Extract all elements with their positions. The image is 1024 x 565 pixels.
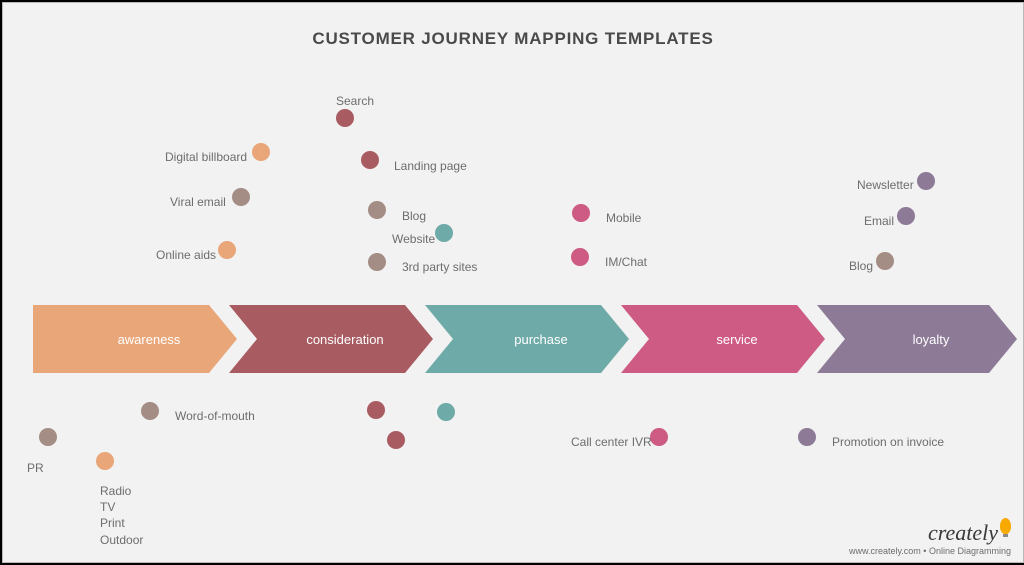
- touchpoint-dot-online-aids: [218, 241, 236, 259]
- touchpoint-label-promotion: Promotion on invoice: [832, 434, 944, 450]
- touchpoint-dot-word-of-mouth-dot: [141, 402, 159, 420]
- journey-arrow-row: awarenessconsiderationpurchaseserviceloy…: [33, 305, 1018, 373]
- creately-logo: creately: [849, 520, 1011, 546]
- touchpoint-label-mobile: Mobile: [606, 210, 641, 226]
- touchpoint-label-radio-label: Radio TV Print Outdoor: [100, 483, 143, 548]
- stage-arrow-loyalty: [817, 305, 1017, 373]
- stage-arrow-purchase: [425, 305, 629, 373]
- stage-arrow-service: [621, 305, 825, 373]
- touchpoint-dot-3rd-party: [368, 253, 386, 271]
- touchpoint-dot-call-center: [650, 428, 668, 446]
- diagram-canvas: CUSTOMER JOURNEY MAPPING TEMPLATES aware…: [2, 2, 1024, 563]
- touchpoint-label-pr-label: PR: [27, 460, 44, 476]
- touchpoint-dot-promotion: [798, 428, 816, 446]
- touchpoint-label-landing-page: Landing page: [394, 158, 467, 174]
- touchpoint-label-call-center: Call center IVR: [571, 434, 652, 450]
- touchpoint-label-word-of-mouth: Word-of-mouth: [175, 408, 255, 424]
- stage-arrow-consideration: [229, 305, 433, 373]
- touchpoint-label-website: Website: [392, 231, 435, 247]
- touchpoint-dot-below-consid-2: [387, 431, 405, 449]
- creately-logo-text: creately: [928, 520, 998, 545]
- touchpoint-dot-below-consid-1: [367, 401, 385, 419]
- touchpoint-dot-email: [897, 207, 915, 225]
- touchpoint-label-blog-2: Blog: [849, 258, 873, 274]
- touchpoint-label-3rd-party: 3rd party sites: [402, 259, 477, 275]
- stage-arrow-awareness: [33, 305, 237, 373]
- arrow-chevrons: [33, 305, 1018, 373]
- touchpoint-label-viral-email: Viral email: [170, 194, 226, 210]
- touchpoint-label-online-aids: Online aids: [156, 247, 216, 263]
- touchpoint-dot-mobile: [572, 204, 590, 222]
- credit-subtext: www.creately.com • Online Diagramming: [849, 546, 1011, 556]
- touchpoint-label-im-chat: IM/Chat: [605, 254, 647, 270]
- touchpoint-label-blog-1: Blog: [402, 208, 426, 224]
- touchpoint-dot-blog-1: [368, 201, 386, 219]
- touchpoint-dot-pr-dot: [39, 428, 57, 446]
- touchpoint-dot-digital-billboard: [252, 143, 270, 161]
- touchpoint-dot-radio-dot: [96, 452, 114, 470]
- touchpoint-dot-newsletter: [917, 172, 935, 190]
- lightbulb-icon: [1000, 518, 1011, 534]
- touchpoint-dot-website: [435, 224, 453, 242]
- touchpoint-dot-viral-email: [232, 188, 250, 206]
- touchpoint-dot-blog-2: [876, 252, 894, 270]
- touchpoint-dot-landing-page: [361, 151, 379, 169]
- touchpoint-label-search: Search: [336, 93, 374, 109]
- touchpoint-label-newsletter: Newsletter: [857, 177, 914, 193]
- touchpoint-label-digital-billboard: Digital billboard: [165, 149, 247, 165]
- touchpoint-dot-im-chat: [571, 248, 589, 266]
- touchpoint-label-email: Email: [864, 213, 894, 229]
- credit-block: creately www.creately.com • Online Diagr…: [849, 520, 1011, 556]
- touchpoint-dot-below-purchase-1: [437, 403, 455, 421]
- touchpoint-dot-search: [336, 109, 354, 127]
- page-title: CUSTOMER JOURNEY MAPPING TEMPLATES: [3, 29, 1023, 49]
